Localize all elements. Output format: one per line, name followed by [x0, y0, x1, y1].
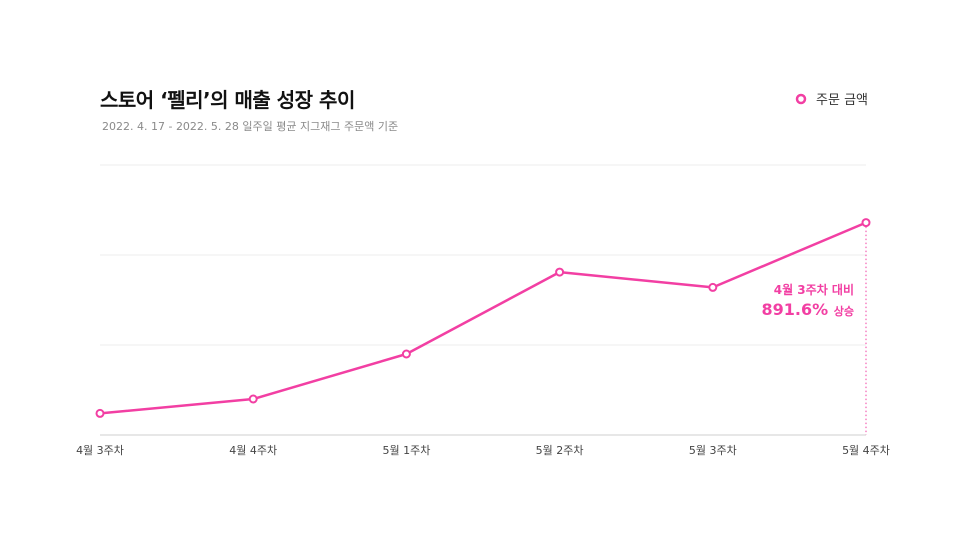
x-tick-label: 5월 2주차 [536, 444, 584, 457]
data-point [248, 394, 258, 404]
chart-subtitle: 2022. 4. 17 - 2022. 5. 28 일주일 평균 지그재그 주문… [102, 120, 399, 133]
x-tick-label: 5월 4주차 [842, 444, 890, 457]
x-tick-label: 4월 4주차 [229, 444, 277, 457]
x-tick-label: 5월 3주차 [689, 444, 737, 457]
data-point [401, 349, 411, 359]
annotation-value: 891.6% 상승 [762, 300, 854, 319]
data-point [861, 218, 871, 228]
annotation-percent: 891.6% [762, 300, 834, 319]
legend: 주문 금액 [793, 89, 868, 108]
legend-marker-icon [793, 93, 809, 105]
series-line [98, 221, 868, 415]
annotation-suffix: 상승 [834, 304, 854, 318]
data-point [708, 282, 718, 292]
legend-label: 주문 금액 [816, 93, 868, 108]
chart-title: 스토어 ‘펠리’의 매출 성장 추이 [100, 88, 355, 112]
x-tick-label: 4월 3주차 [76, 444, 124, 457]
x-tick-label: 5월 1주차 [382, 444, 430, 457]
data-point [95, 408, 105, 418]
annotation-line1: 4월 3주차 대비 [774, 282, 854, 297]
data-point [555, 267, 565, 277]
